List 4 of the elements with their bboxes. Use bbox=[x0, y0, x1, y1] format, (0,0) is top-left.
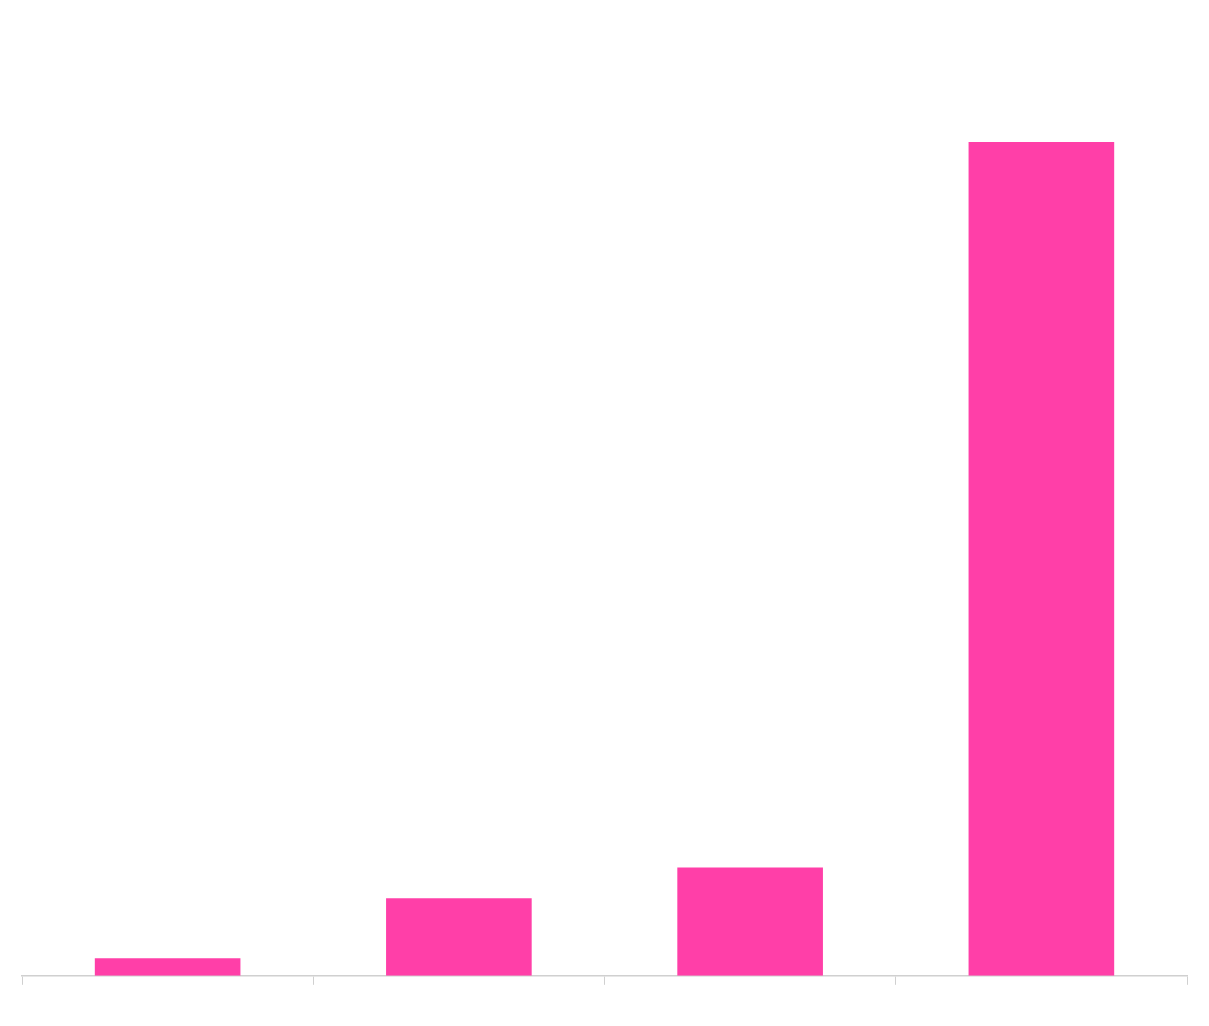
bar bbox=[94, 958, 241, 976]
bar bbox=[386, 898, 532, 976]
bar bbox=[677, 867, 823, 976]
bar bbox=[968, 142, 1115, 976]
